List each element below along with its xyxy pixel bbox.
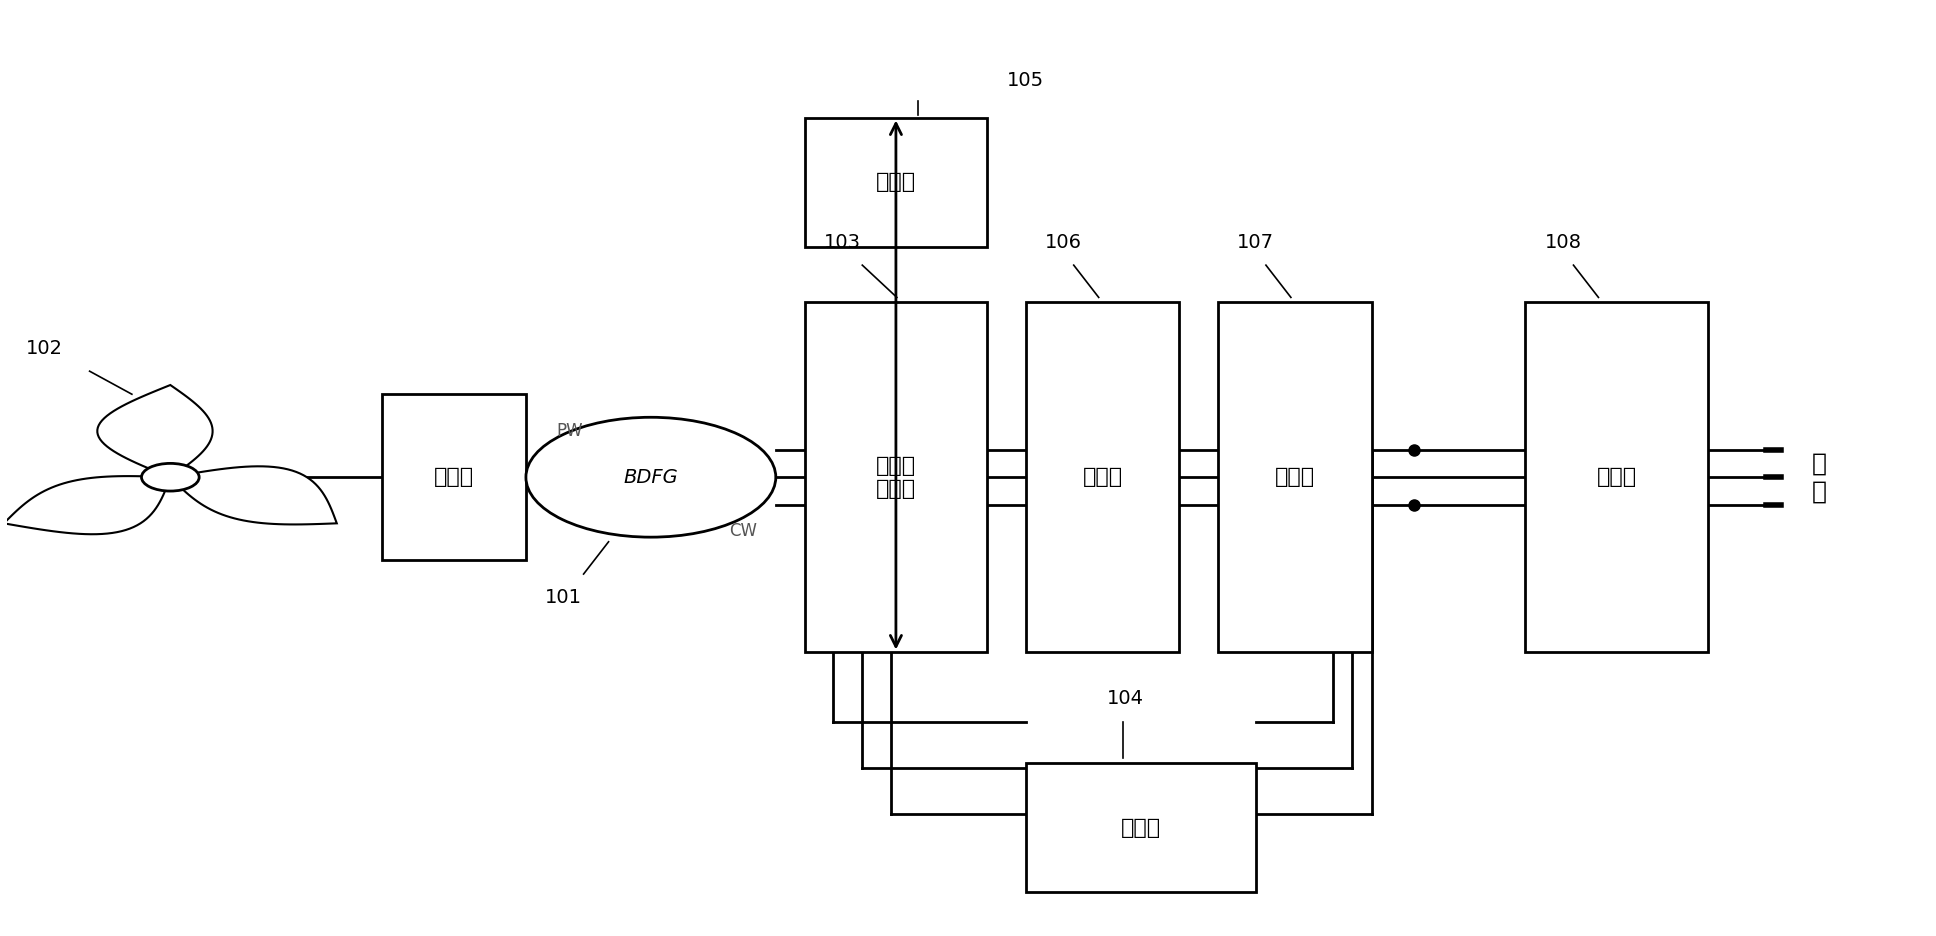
Text: CW: CW bbox=[730, 521, 757, 540]
Text: 108: 108 bbox=[1545, 232, 1582, 252]
Text: 105: 105 bbox=[1007, 71, 1044, 90]
Text: 107: 107 bbox=[1237, 232, 1274, 252]
Text: 102: 102 bbox=[27, 339, 64, 358]
Polygon shape bbox=[170, 466, 337, 524]
Text: 滤波器: 滤波器 bbox=[1082, 467, 1123, 488]
Bar bbox=[1218, 302, 1371, 652]
Bar bbox=[1026, 763, 1256, 892]
Circle shape bbox=[527, 417, 776, 537]
Text: 101: 101 bbox=[546, 588, 583, 607]
Text: 齿轮箱: 齿轮箱 bbox=[434, 467, 474, 488]
Text: 四象限
变流器: 四象限 变流器 bbox=[875, 456, 916, 499]
Bar bbox=[805, 302, 987, 652]
Bar bbox=[1026, 302, 1179, 652]
Text: 103: 103 bbox=[825, 232, 862, 252]
Text: 熔断器: 熔断器 bbox=[1274, 467, 1315, 488]
Bar bbox=[381, 394, 527, 561]
Text: BDFG: BDFG bbox=[623, 468, 678, 487]
Bar bbox=[1526, 302, 1708, 652]
Text: 电
网: 电 网 bbox=[1812, 451, 1828, 504]
Text: 104: 104 bbox=[1105, 689, 1144, 708]
Text: 106: 106 bbox=[1045, 232, 1082, 252]
Text: PW: PW bbox=[558, 422, 583, 440]
Text: 接触器: 接触器 bbox=[1121, 818, 1162, 838]
Polygon shape bbox=[4, 476, 170, 534]
Text: 断路器: 断路器 bbox=[1597, 467, 1636, 488]
Circle shape bbox=[141, 463, 199, 491]
Bar bbox=[805, 118, 987, 247]
Polygon shape bbox=[97, 385, 213, 477]
Text: 上位机: 上位机 bbox=[875, 172, 916, 192]
